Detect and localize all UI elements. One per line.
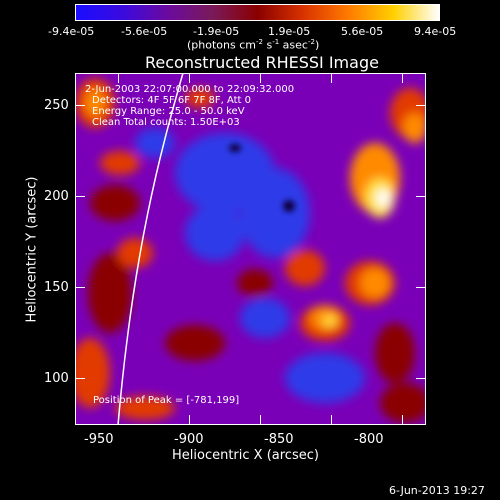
x-tick-label: -900: [174, 432, 204, 447]
annotation-energy: Energy Range: 25.0 - 50.0 keV: [92, 106, 245, 117]
annotation-clean: Clean Total counts: 1.50E+03: [92, 117, 240, 128]
annotation-detectors: Detectors: 4F 5F 6F 7F 8F, Att 0: [92, 95, 252, 106]
x-tick-label: -800: [354, 432, 384, 447]
peak-position: Position of Peak = [-781,199]: [93, 395, 240, 406]
colorbar: [75, 4, 440, 21]
y-tick-label: 200: [44, 189, 69, 204]
footer-timestamp: 6-Jun-2013 19:27: [389, 484, 485, 497]
colorbar-tick-label: -1.9e-05: [193, 25, 240, 38]
y-tick-label: 100: [44, 371, 69, 386]
rhessi-image: 2-Jun-2003 22:07:00.000 to 22:09:32.000 …: [75, 73, 426, 425]
colorbar-tick-label: -5.6e-05: [121, 25, 168, 38]
annotation-time: 2-Jun-2003 22:07:00.000 to 22:09:32.000: [85, 84, 295, 95]
x-tick-label: -850: [264, 432, 294, 447]
colorbar-tick-label: -9.4e-05: [48, 25, 95, 38]
x-tick-label: -950: [84, 432, 114, 447]
y-axis-label: Heliocentric Y (arcsec): [24, 176, 40, 323]
colorbar-tick-label: 5.6e-05: [341, 25, 384, 38]
y-tick-label: 150: [44, 280, 69, 295]
plot-title: Reconstructed RHESSI Image: [145, 53, 379, 72]
x-axis-label: Heliocentric X (arcsec): [172, 448, 319, 463]
y-tick-label: 250: [44, 98, 69, 113]
colorbar-units: (photons cm-2 s-1 asec-2): [187, 38, 320, 52]
colorbar-tick-label: 9.4e-05: [414, 25, 457, 38]
colorbar-tick-label: 1.9e-05: [268, 25, 311, 38]
